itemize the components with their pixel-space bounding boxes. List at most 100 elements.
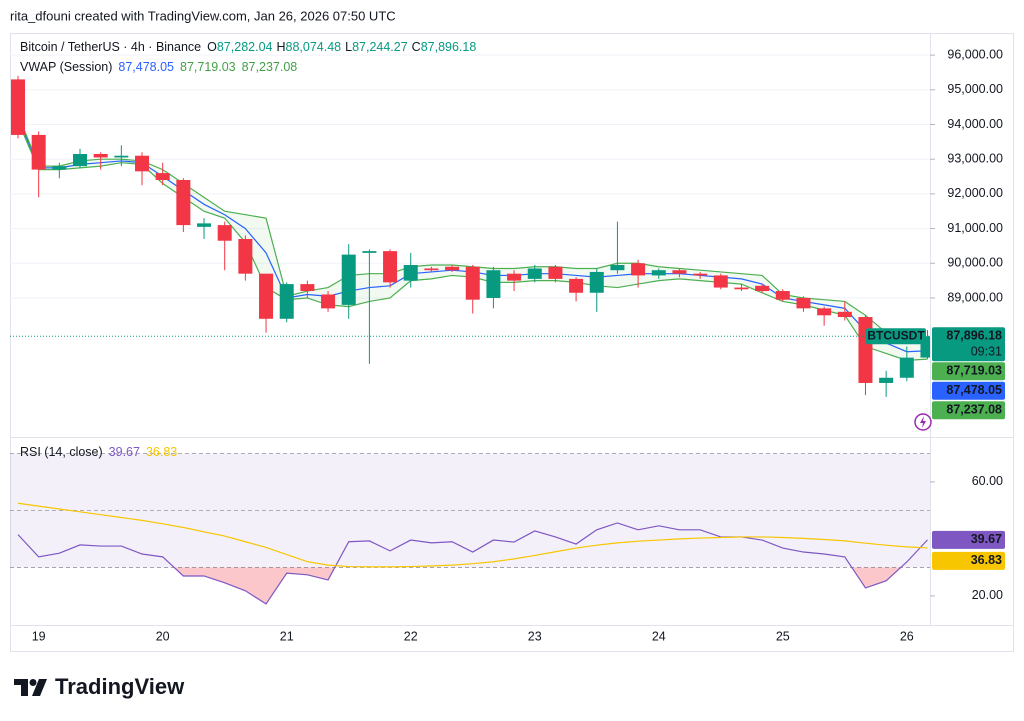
candle-body	[11, 79, 25, 135]
candle-body	[899, 357, 914, 378]
candle-body	[445, 266, 460, 271]
ohlc-value: 87,896.18	[421, 40, 477, 54]
vwap-title: VWAP (Session)	[20, 60, 112, 74]
candle-body	[321, 294, 336, 309]
ohlc-key: H	[276, 40, 285, 54]
rsi-ma-value: 36.83	[146, 445, 177, 459]
candle-body	[858, 317, 873, 383]
candle-body	[796, 297, 811, 309]
y-tick-label: 91,000.00	[947, 221, 1003, 235]
candle-body	[713, 275, 728, 288]
rsi-title: RSI (14, close)	[20, 445, 103, 459]
candle-body	[197, 223, 212, 227]
vwap-badge-box	[932, 401, 1005, 420]
rsi-legend: RSI (14, close) 39.67 36.83	[20, 445, 177, 459]
candle-body	[734, 287, 749, 290]
y-tick-label: 89,000.00	[947, 290, 1003, 304]
vwap-badge: 87,237.08	[946, 403, 1002, 417]
candle-body	[73, 153, 88, 167]
rsi-ma-badge-box	[932, 551, 1005, 570]
candle-body	[341, 254, 356, 305]
vwap-badge: 87,478.05	[946, 383, 1002, 397]
candle-body	[672, 270, 687, 274]
x-tick-label: 22	[404, 629, 418, 643]
x-tick-label: 23	[528, 629, 542, 643]
candle-body	[238, 238, 253, 274]
candle-body	[837, 311, 852, 318]
candle-body	[879, 377, 894, 383]
rsi-value: 39.67	[109, 445, 140, 459]
rsi-oversold-fill	[174, 567, 901, 604]
frame	[10, 33, 1014, 652]
y-tick-label: 90,000.00	[947, 256, 1003, 270]
candle-body	[93, 153, 108, 158]
x-tick-label: 26	[900, 629, 914, 643]
x-tick-label: 20	[156, 629, 170, 643]
candle-body	[217, 225, 232, 241]
vwap-legend: VWAP (Session) 87,478.05 87,719.03 87,237.0…	[20, 60, 297, 74]
candle-body	[300, 284, 315, 292]
vwap-band-line	[17, 120, 928, 362]
y-tick-label: 20.00	[972, 588, 1003, 602]
candle-body	[755, 285, 770, 292]
symbol-badge: BTCUSDT	[867, 328, 925, 342]
candle-body	[610, 265, 625, 271]
candle-body	[589, 271, 604, 293]
candle-body	[920, 336, 930, 358]
candle-body	[507, 273, 522, 281]
rsi-badge: 39.67	[971, 532, 1002, 546]
main-pane	[10, 54, 930, 397]
y-tick-label: 93,000.00	[947, 151, 1003, 165]
rsi-line	[17, 522, 928, 605]
candle-body	[135, 155, 150, 172]
candle-body	[631, 263, 646, 276]
symbol-title: Bitcoin / TetherUS · 4h · Binance	[20, 40, 201, 54]
x-tick-label: 19	[32, 629, 46, 643]
vwap-upper-value: 87,719.03	[180, 60, 236, 74]
ohlc-value: 87,244.27	[352, 40, 408, 54]
ohlc-key: L	[345, 40, 352, 54]
candle-body	[693, 273, 708, 276]
rsi-ma-line	[17, 502, 928, 568]
candle-body	[424, 268, 439, 271]
x-tick-label: 24	[652, 629, 666, 643]
tradingview-logo: TradingView	[14, 674, 185, 699]
vwap-badge: 87,719.03	[946, 364, 1002, 378]
y-tick-label: 92,000.00	[947, 186, 1003, 200]
candle-body	[52, 166, 67, 170]
last-price-label: 87,896.18	[946, 329, 1002, 343]
countdown-label: 09:31	[971, 345, 1002, 359]
ohlc-key: C	[412, 40, 421, 54]
y-tick-label: 94,000.00	[947, 117, 1003, 131]
candle-body	[569, 278, 584, 293]
candle-body	[279, 284, 294, 319]
ohlc-value: 87,282.04	[217, 40, 273, 54]
candle-body	[176, 180, 191, 226]
x-tick-label: 25	[776, 629, 790, 643]
ohlc-key: O	[207, 40, 217, 54]
y-tick-label: 96,000.00	[947, 47, 1003, 61]
vwap-band-fill	[18, 114, 928, 361]
alert-icon[interactable]	[914, 413, 932, 431]
candle-body	[486, 270, 501, 298]
symbol-badge-box	[866, 328, 926, 345]
candle-body	[383, 251, 398, 283]
ohlc-value: 88,074.48	[286, 40, 342, 54]
y-tick-label: 60.00	[972, 474, 1003, 488]
rsi-pane	[10, 452, 930, 605]
candle-body	[31, 134, 46, 170]
y-tick-label: 95,000.00	[947, 82, 1003, 96]
axes: 89,000.00 90,000.00 91,000.00 92,000.00 93,0…	[32, 47, 1005, 643]
last-price-box	[932, 327, 1005, 362]
vwap-badge-box	[932, 381, 1005, 400]
x-tick-label: 21	[280, 629, 294, 643]
vwap-line	[17, 117, 928, 353]
candle-body	[817, 308, 832, 316]
vwap-badge-box	[932, 362, 1005, 381]
logo-text: TradingView	[55, 674, 185, 699]
candle-body	[362, 251, 377, 253]
candle-body	[527, 268, 542, 279]
candle-body	[651, 270, 666, 276]
header: rita_dfouni created with TradingView.com…	[10, 8, 396, 23]
